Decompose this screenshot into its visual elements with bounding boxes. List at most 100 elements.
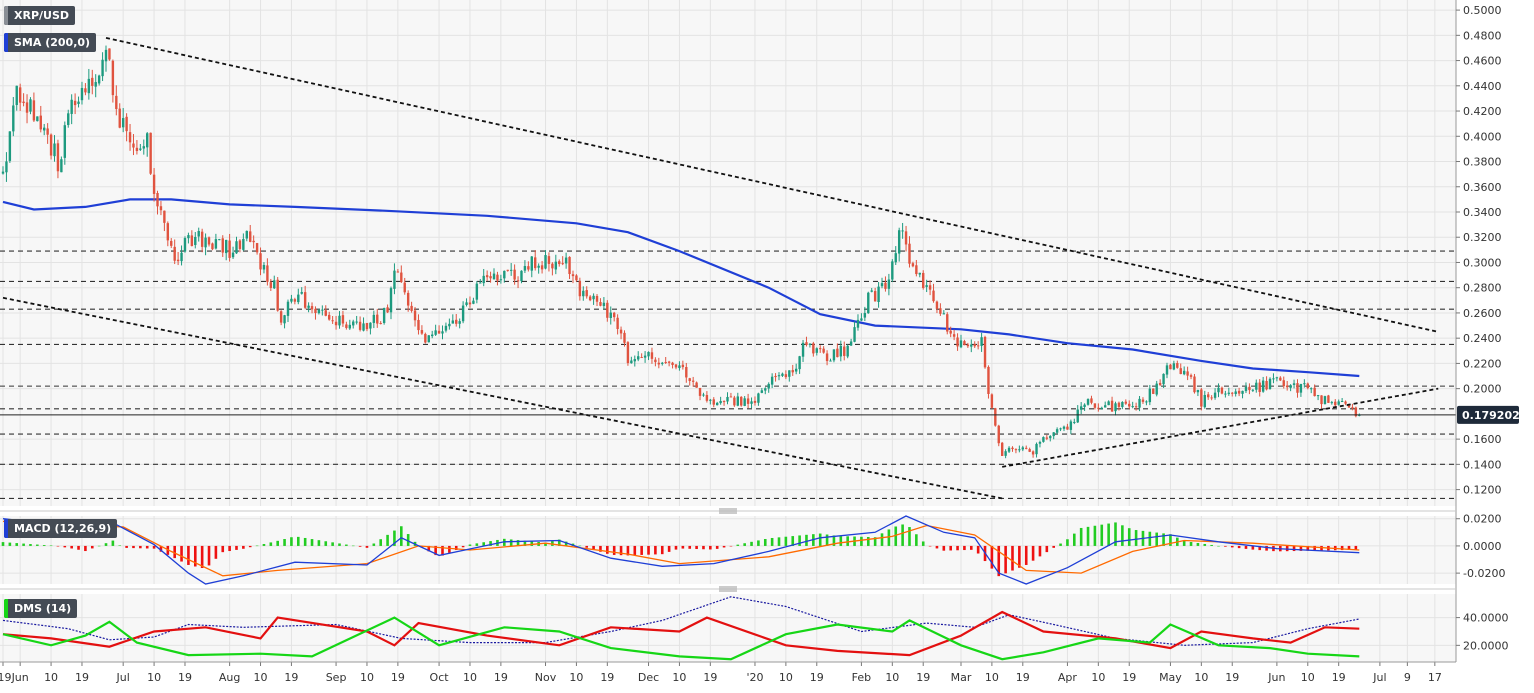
- candle-down: [527, 266, 530, 270]
- macd-histogram-bar: [90, 545, 94, 549]
- x-tick-label: 10: [985, 671, 999, 684]
- candle-up: [1049, 436, 1052, 439]
- candle-up: [1035, 443, 1038, 455]
- macd-histogram-bar: [180, 545, 183, 562]
- candle-down: [485, 275, 489, 278]
- candle-down: [746, 398, 750, 404]
- candle-up: [458, 321, 461, 324]
- candle-up: [63, 125, 67, 158]
- candle-up: [633, 359, 636, 362]
- candle-up: [317, 309, 321, 314]
- macd-histogram-bar: [592, 545, 595, 550]
- candle-down: [1189, 375, 1193, 377]
- candle-down: [149, 132, 152, 174]
- candle-down: [1200, 389, 1203, 407]
- candle-up: [894, 253, 897, 263]
- macd-histogram-bar: [619, 545, 623, 556]
- candle-up: [77, 101, 80, 104]
- x-tick-label: 10: [569, 671, 583, 684]
- macd-histogram-bar: [901, 524, 904, 546]
- candle-down: [990, 394, 994, 408]
- x-tick-label: 19: [1122, 671, 1136, 684]
- candle-down: [403, 282, 406, 293]
- trendline[interactable]: [2, 296, 1003, 500]
- candle-up: [1292, 383, 1296, 385]
- dms-panel: [0, 594, 1456, 662]
- macd-histogram-bar: [626, 545, 630, 556]
- candle-down: [1265, 381, 1268, 390]
- macd-histogram-bar: [880, 533, 884, 546]
- macd-histogram-bar: [839, 536, 843, 546]
- x-tick-label: 17: [1428, 671, 1442, 684]
- candle-up: [218, 239, 221, 241]
- candle-down: [1152, 388, 1155, 394]
- candle-down: [132, 143, 135, 148]
- candle-up: [472, 300, 475, 304]
- macd-histogram-bar: [49, 545, 53, 547]
- symbol-label-strip: [4, 6, 8, 25]
- candle-down: [935, 301, 939, 309]
- macd-histogram-bar: [715, 545, 719, 549]
- candle-down: [276, 279, 279, 311]
- candle-up: [104, 49, 108, 62]
- macd-histogram-bar: [379, 539, 383, 546]
- macd-histogram-bar: [70, 545, 73, 549]
- candle-up: [441, 331, 444, 334]
- candle-down: [345, 324, 348, 328]
- candle-up: [245, 230, 248, 239]
- macd-histogram-bar: [475, 543, 479, 546]
- candle-down: [56, 143, 60, 172]
- candle-up: [1261, 380, 1265, 392]
- macd-histogram-bar: [1340, 545, 1344, 551]
- macd-histogram-bar: [331, 542, 334, 546]
- candle-down: [115, 95, 118, 110]
- macd-histogram-bar: [29, 544, 32, 546]
- candle-down: [135, 147, 139, 152]
- macd-histogram-bar: [1052, 545, 1055, 548]
- macd-histogram-bar: [516, 540, 520, 546]
- trendline[interactable]: [1002, 387, 1439, 468]
- candle-up: [863, 313, 867, 318]
- macd-histogram-bar: [743, 543, 746, 546]
- macd-histogram-bar: [1299, 545, 1303, 551]
- candle-down: [819, 348, 822, 350]
- macd-histogram-bar: [832, 535, 836, 546]
- candle-down: [1031, 451, 1035, 455]
- macd-histogram-bar: [173, 545, 176, 559]
- candle-down: [667, 361, 671, 363]
- candle-up: [829, 360, 832, 362]
- macd-histogram-bar: [722, 545, 726, 548]
- symbol-label[interactable]: XRP/USD: [4, 6, 76, 25]
- macd-histogram-bar: [283, 539, 286, 546]
- x-tick-label: Mar: [951, 671, 972, 684]
- candle-down: [324, 310, 327, 316]
- macd-histogram-bar: [784, 536, 788, 546]
- candle-down: [1193, 376, 1196, 393]
- candle-down: [1093, 403, 1097, 408]
- candle-down: [671, 362, 674, 365]
- macd-histogram-bar: [36, 544, 39, 546]
- sma-legend[interactable]: SMA (200,0): [4, 33, 97, 52]
- candle-down: [516, 280, 520, 282]
- candle-down: [255, 243, 259, 253]
- candle-down: [740, 396, 743, 406]
- candle-up: [242, 238, 245, 250]
- price-panel: [0, 0, 1456, 506]
- candle-up: [1086, 399, 1090, 405]
- candle-down: [1347, 404, 1351, 408]
- candle-down: [575, 275, 578, 281]
- candle-down: [1000, 442, 1004, 456]
- candle-down: [578, 280, 582, 297]
- candle-down: [784, 374, 788, 378]
- macd-histogram-bar: [317, 540, 321, 546]
- dms-legend[interactable]: DMS (14): [4, 599, 78, 618]
- sma-legend-text: SMA (200,0): [14, 36, 91, 49]
- candle-down: [417, 319, 420, 331]
- dms-tick-label: 20.0000: [1463, 639, 1509, 652]
- macd-legend[interactable]: MACD (12,26,9): [4, 519, 118, 538]
- trendline[interactable]: [105, 36, 1439, 333]
- candle-down: [946, 314, 949, 332]
- candle-up: [530, 256, 533, 271]
- candle-down: [599, 302, 602, 306]
